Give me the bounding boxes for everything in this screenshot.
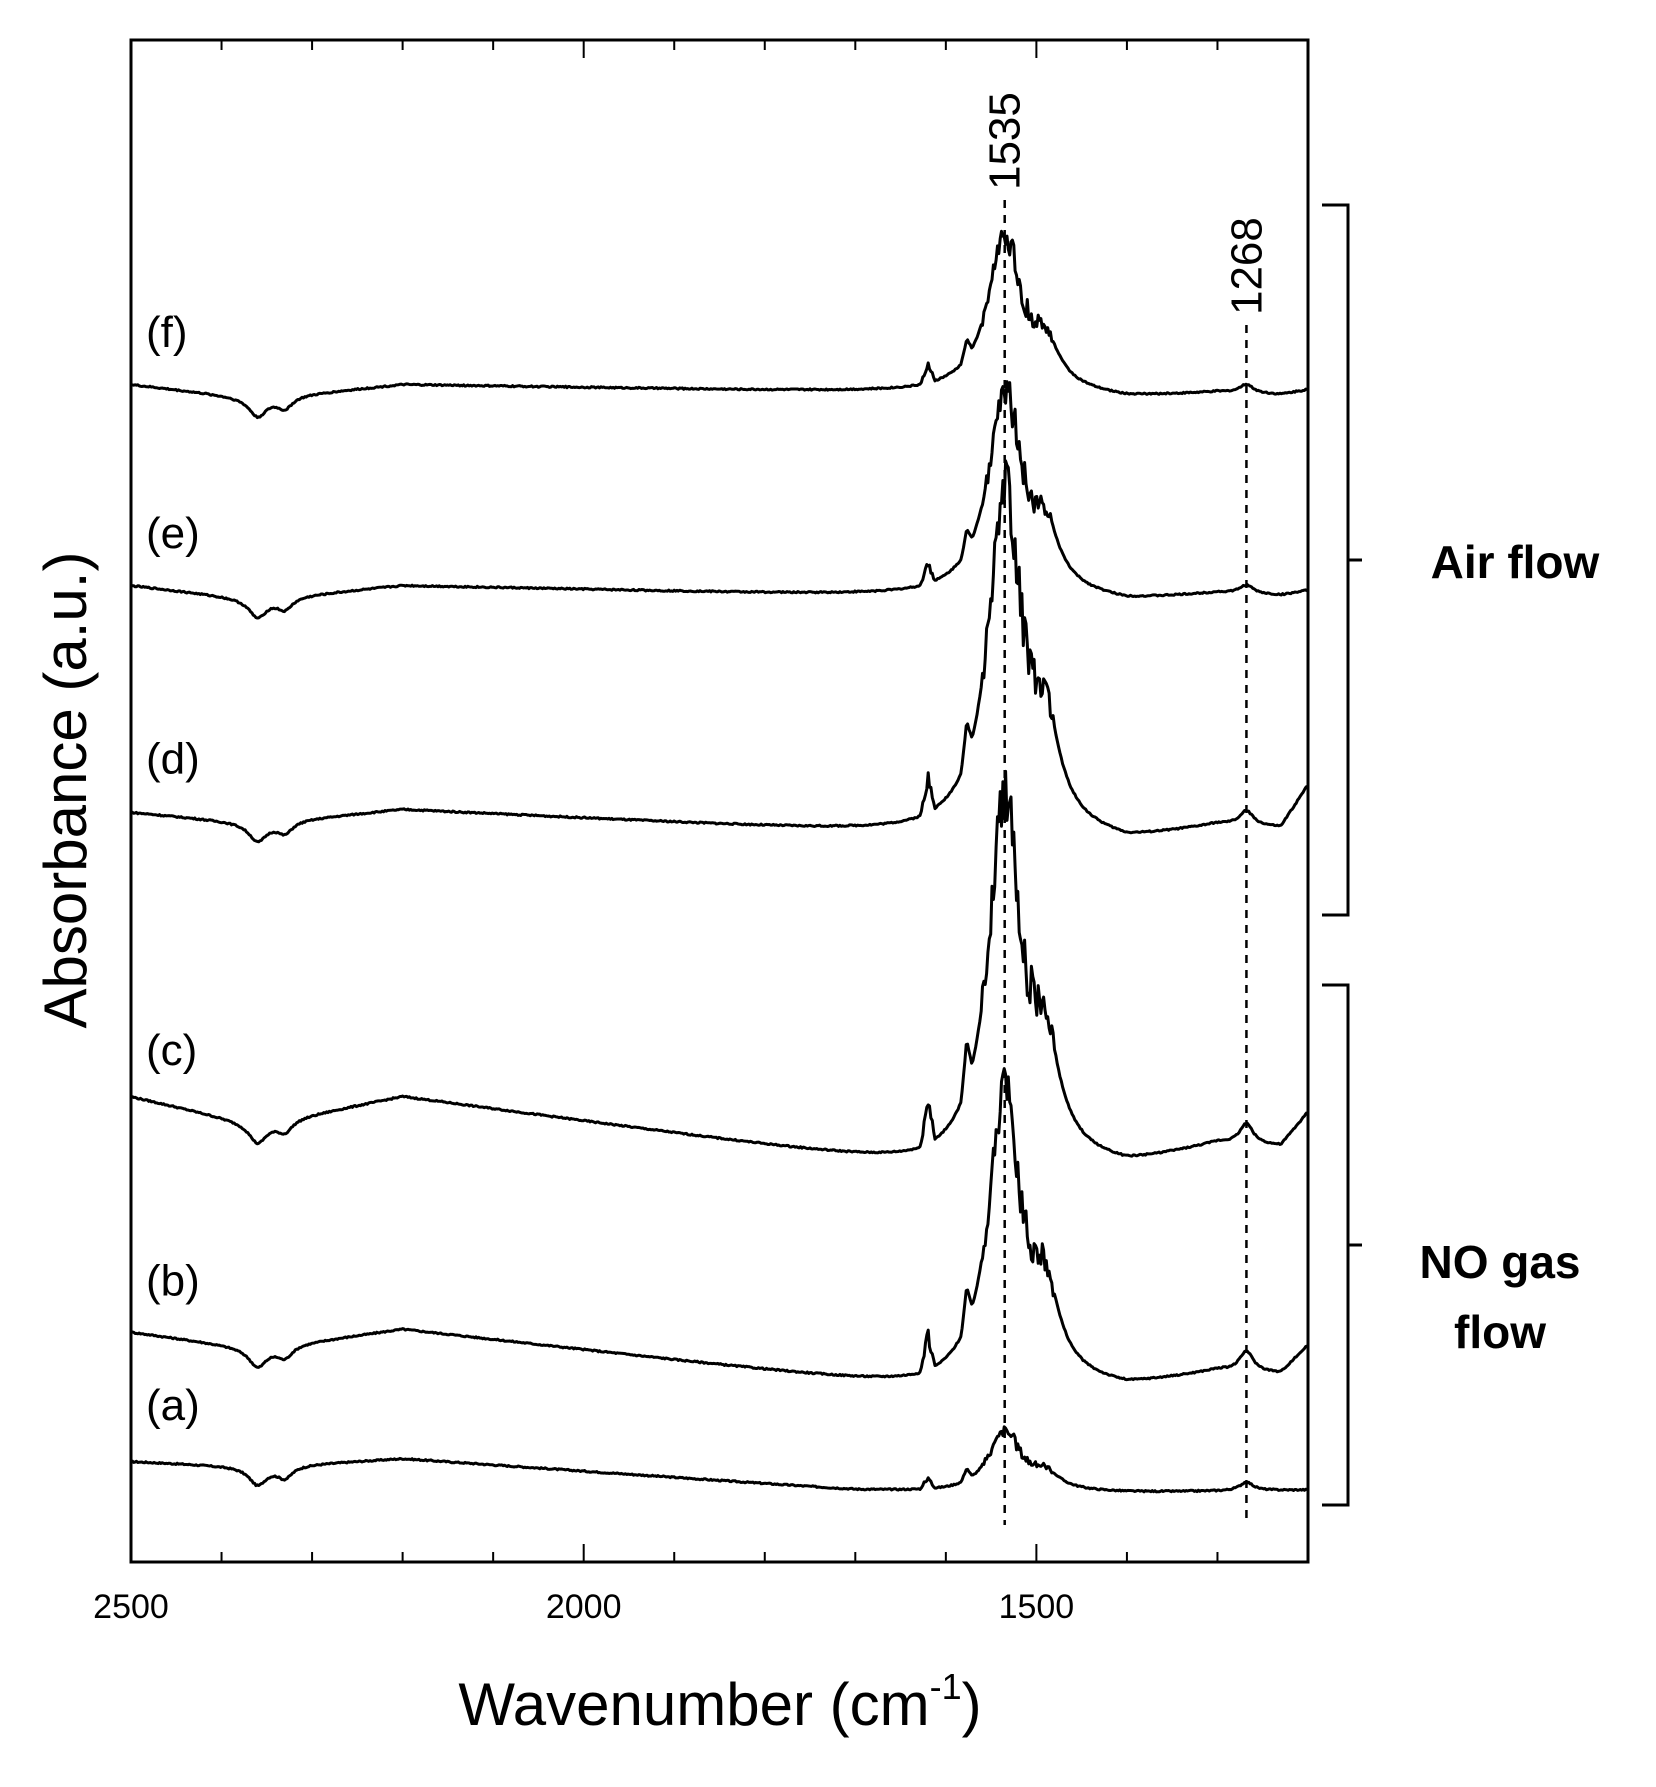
peak-marker-label: 1268 (1222, 217, 1271, 315)
x-axis-title-superscript: -1 (930, 1666, 962, 1707)
x-tick-label: 1500 (999, 1588, 1075, 1626)
x-tick-label: 2500 (93, 1588, 169, 1626)
curve-label: (d) (146, 734, 200, 783)
curve-label: (e) (146, 509, 200, 558)
spectrum-curve (130, 769, 1309, 1158)
peak-marker-label: 1535 (981, 92, 1030, 190)
curve-label: (f) (146, 308, 188, 357)
y-axis-title: Absorbance (a.u.) (32, 552, 99, 1029)
group-brackets: Air flow NO gas flow (1322, 203, 1600, 1507)
plot-frame (129, 38, 1310, 1564)
x-tick-label: 2000 (546, 1588, 622, 1626)
group-bracket (1322, 203, 1362, 917)
curve-label: (c) (146, 1026, 197, 1075)
x-axis-title-tail: ) (962, 1671, 982, 1738)
spectra-curves: (a) (b) (c) (d) (e) (f) (130, 229, 1309, 1494)
curve-label: (a) (146, 1381, 200, 1430)
spectrum-curve (130, 229, 1308, 420)
group-bracket (1322, 983, 1362, 1507)
x-ticks: 2500 2000 1500 (93, 40, 1309, 1626)
curve-label: (b) (146, 1257, 200, 1306)
x-axis-title: Wavenumber (cm-1) (458, 1666, 981, 1738)
group-label: flow (1454, 1306, 1546, 1358)
spectrum-curve (130, 459, 1309, 844)
spectrum-curve (130, 380, 1309, 620)
peak-markers: 1535 1268 (981, 92, 1271, 1525)
spectrum-curve (130, 1425, 1308, 1494)
x-axis-title-main: Wavenumber (cm (458, 1671, 929, 1738)
group-label: Air flow (1431, 536, 1600, 588)
spectrum-curve (130, 1067, 1308, 1382)
group-label: NO gas (1419, 1236, 1580, 1288)
